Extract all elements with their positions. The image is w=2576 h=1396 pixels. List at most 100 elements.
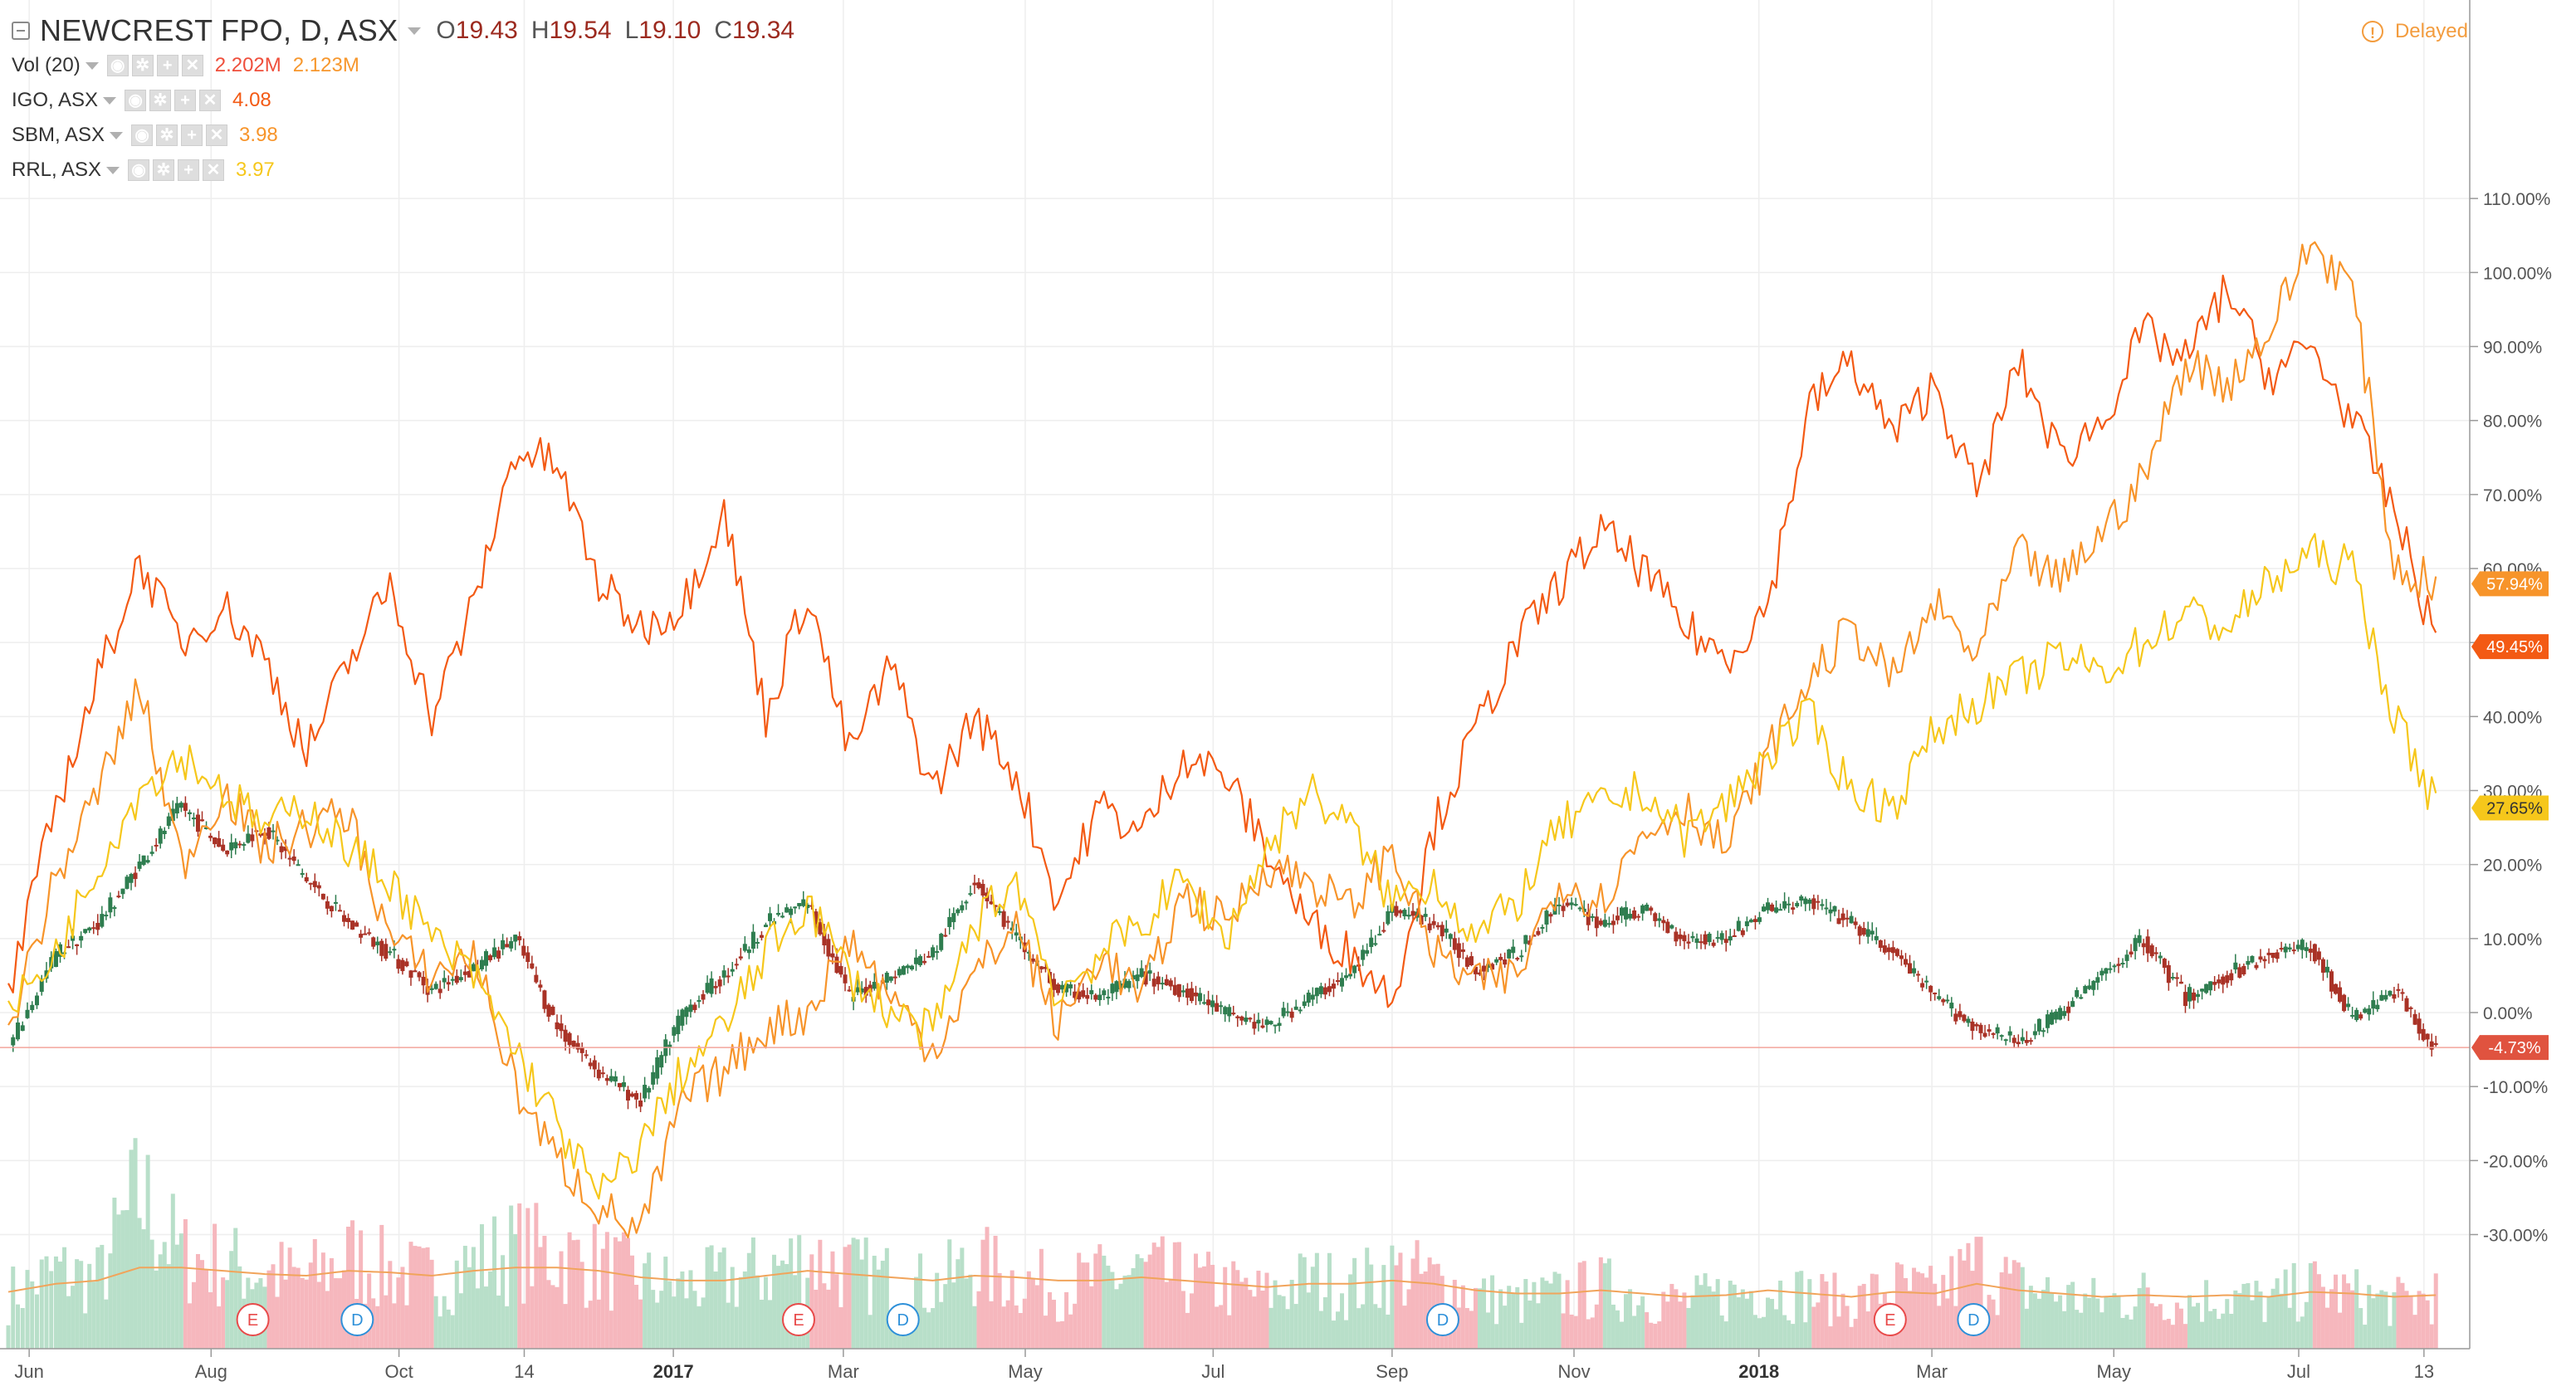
- event-marker-d[interactable]: D: [340, 1303, 374, 1336]
- volume-bar: [1156, 1247, 1161, 1349]
- candle-body: [1761, 906, 1766, 912]
- price-axis[interactable]: 110.00%100.00%90.00%80.00%70.00%60.00%50…: [2469, 0, 2552, 1349]
- candle-body: [1590, 915, 1595, 918]
- candle-body: [2011, 1037, 2016, 1043]
- volume-bar: [271, 1264, 276, 1349]
- volume-bar: [2112, 1293, 2117, 1349]
- volume-bar: [1557, 1273, 1562, 1349]
- ohlc-low: L19.10: [624, 17, 701, 44]
- gear-icon[interactable]: ✲: [149, 90, 172, 111]
- time-axis[interactable]: Jun Aug Oct 14 2017 Mar May Jul Sep Nov 2018 Mar May…: [0, 1348, 2470, 1382]
- candle-body: [993, 905, 998, 907]
- volume-bar: [855, 1239, 860, 1349]
- candle-body: [2354, 1009, 2359, 1021]
- candle-body: [129, 874, 134, 883]
- candle-body: [1795, 902, 1800, 907]
- study-name[interactable]: IGO, ASX: [12, 89, 99, 111]
- volume-bar: [888, 1315, 893, 1349]
- volume-bar: [11, 1267, 16, 1349]
- study-name[interactable]: Vol (20): [12, 54, 81, 76]
- close-icon[interactable]: ✕: [203, 159, 225, 181]
- chevron-down-icon[interactable]: [103, 96, 117, 105]
- candle-body: [1937, 996, 1942, 999]
- volume-bar: [446, 1309, 451, 1349]
- chevron-down-icon[interactable]: [110, 131, 124, 139]
- candle-body: [145, 860, 150, 863]
- candle-body: [1836, 918, 1841, 925]
- volume-bar: [2141, 1272, 2146, 1349]
- candle-body: [1486, 964, 1491, 969]
- volume-bar: [1962, 1260, 1967, 1349]
- close-icon[interactable]: ✕: [181, 55, 203, 76]
- candle-body: [1239, 1016, 1244, 1021]
- candle-body: [337, 910, 342, 912]
- volume-bar: [233, 1228, 238, 1349]
- candle-body: [947, 916, 952, 927]
- study-name[interactable]: RRL, ASX: [12, 159, 102, 181]
- event-marker-e[interactable]: E: [236, 1303, 270, 1336]
- event-marker-e[interactable]: E: [1873, 1303, 1907, 1336]
- eye-icon[interactable]: ◉: [106, 55, 129, 76]
- plus-icon[interactable]: +: [181, 124, 203, 146]
- close-icon[interactable]: ✕: [206, 124, 228, 146]
- volume-bar: [1460, 1285, 1465, 1349]
- candle-body: [492, 947, 497, 958]
- candle-body: [213, 837, 218, 845]
- tag-background: [2471, 1035, 2549, 1061]
- volume-bar: [1022, 1298, 1027, 1349]
- candle-body: [1577, 907, 1582, 910]
- candle-body: [116, 896, 121, 898]
- delayed-indicator[interactable]: ! Delayed: [2361, 20, 2468, 43]
- eye-icon[interactable]: ◉: [128, 159, 150, 181]
- candle-body: [617, 1082, 622, 1087]
- candle-body: [1899, 955, 1904, 959]
- volume-bar: [1289, 1280, 1294, 1349]
- volume-bar: [2320, 1286, 2325, 1349]
- volume-bar: [458, 1293, 463, 1349]
- collapse-icon[interactable]: [12, 22, 30, 40]
- volume-bar: [1569, 1314, 1574, 1349]
- gear-icon[interactable]: ✲: [153, 159, 175, 181]
- candle-body: [2375, 1004, 2380, 1009]
- candle-body: [509, 940, 514, 949]
- event-marker-d[interactable]: D: [886, 1303, 920, 1336]
- candle-body: [1440, 925, 1444, 937]
- candle-body: [2275, 952, 2280, 959]
- candle-body: [1594, 916, 1599, 929]
- eye-icon[interactable]: ◉: [131, 124, 154, 146]
- event-marker-e[interactable]: E: [781, 1303, 815, 1336]
- candle-body: [462, 971, 467, 975]
- volume-bar: [1761, 1316, 1766, 1349]
- plus-icon[interactable]: +: [156, 55, 178, 76]
- chevron-down-icon[interactable]: [106, 166, 120, 174]
- candle-body: [922, 960, 927, 964]
- volume-bar: [1669, 1283, 1674, 1349]
- candle-body: [1778, 909, 1783, 911]
- close-icon[interactable]: ✕: [199, 90, 222, 111]
- volume-bar: [872, 1256, 877, 1349]
- chevron-down-icon[interactable]: [408, 27, 422, 35]
- volume-bar: [225, 1280, 230, 1349]
- candle-body: [805, 905, 810, 909]
- volume-bar: [684, 1298, 689, 1349]
- eye-icon[interactable]: ◉: [125, 90, 147, 111]
- symbol-title[interactable]: NEWCREST FPO, D, ASX: [40, 13, 398, 47]
- plus-icon[interactable]: +: [174, 90, 197, 111]
- event-marker-d[interactable]: D: [1957, 1303, 1991, 1336]
- event-marker-d[interactable]: D: [1425, 1303, 1459, 1336]
- volume-bar: [433, 1296, 438, 1349]
- plus-icon[interactable]: +: [178, 159, 200, 181]
- chevron-down-icon[interactable]: [85, 61, 99, 70]
- volume-bar: [2124, 1315, 2129, 1349]
- study-name[interactable]: SBM, ASX: [12, 124, 105, 146]
- gear-icon[interactable]: ✲: [156, 124, 178, 146]
- candle-body: [1231, 1013, 1236, 1015]
- gear-icon[interactable]: ✲: [131, 55, 154, 76]
- candle-body: [400, 959, 405, 972]
- study-buttons: ◉ ✲ + ✕: [106, 55, 207, 76]
- candle-body: [170, 808, 175, 822]
- volume-bar: [1172, 1242, 1177, 1349]
- volume-bar: [1415, 1240, 1420, 1349]
